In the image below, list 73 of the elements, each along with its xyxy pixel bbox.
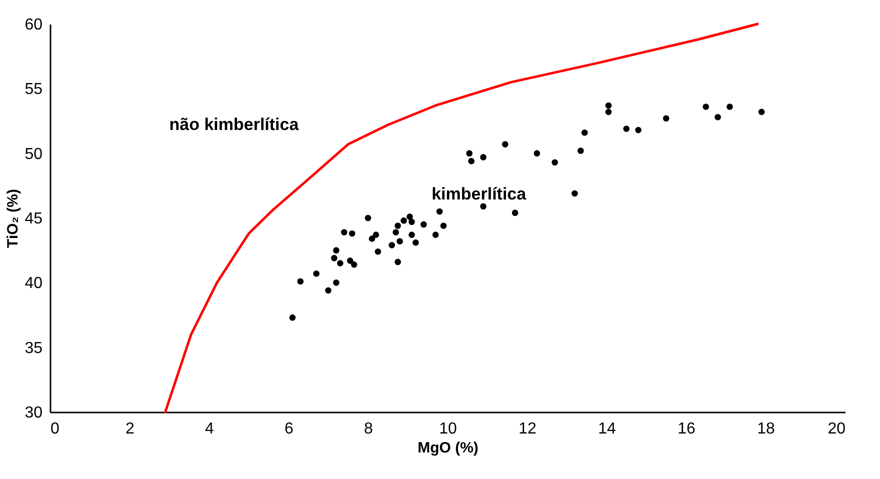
point (408, 232, 415, 238)
point (392, 229, 399, 236)
x-tick-label: 2 (126, 420, 135, 438)
point (578, 148, 584, 154)
point (480, 203, 486, 210)
point (333, 280, 340, 286)
point (635, 126, 642, 134)
point (394, 222, 401, 229)
y-tick-label: 60 (24, 16, 43, 34)
y-tick-label: 50 (24, 146, 43, 163)
x-tick-label: 8 (364, 420, 374, 438)
x-axis-title: MgO (%) (418, 440, 478, 456)
y-tick-label: 45 (24, 210, 43, 228)
point (623, 126, 630, 132)
point (605, 108, 612, 116)
point (714, 114, 721, 120)
point (662, 115, 670, 122)
y-tick-label: 55 (24, 81, 43, 98)
point (289, 314, 296, 321)
point (396, 238, 403, 244)
point (348, 230, 356, 237)
point (534, 150, 540, 156)
point (605, 102, 612, 109)
y-tick-label: 35 (24, 340, 43, 357)
point (333, 247, 340, 254)
x-tick-label: 14 (598, 420, 616, 438)
point (432, 232, 439, 238)
x-tick-label: 6 (284, 420, 294, 438)
point (406, 214, 413, 220)
point (440, 222, 447, 229)
point (552, 159, 558, 166)
point (480, 154, 486, 160)
point (420, 221, 427, 228)
x-tick-label: 10 (439, 420, 457, 438)
annotation: não kimberlítica (169, 114, 300, 134)
x-tick-label: 18 (757, 420, 775, 438)
point (346, 258, 354, 264)
point (372, 232, 380, 238)
point (512, 210, 518, 216)
y-tick-label: 40 (24, 275, 43, 292)
point (340, 229, 348, 236)
point (400, 217, 407, 224)
point (337, 260, 344, 266)
y-tick-label: 30 (24, 404, 43, 422)
point (374, 248, 382, 255)
point (466, 150, 473, 156)
x-tick-label: 16 (678, 420, 696, 438)
point (297, 278, 304, 285)
x-tick-label: 12 (518, 420, 536, 438)
point (364, 214, 372, 222)
annotation: kimberlítica (432, 184, 527, 204)
line-series (164, 22, 759, 414)
point (502, 141, 508, 148)
x-tick-label: 4 (205, 420, 214, 438)
point (758, 108, 765, 116)
point (468, 158, 475, 164)
point (388, 242, 396, 248)
x-tick-label: 20 (828, 420, 846, 438)
point (394, 258, 401, 266)
point (572, 190, 578, 197)
point (726, 104, 733, 110)
point (436, 208, 443, 215)
y-axis-title: TiO₂ (%) (4, 189, 22, 248)
point (412, 239, 419, 246)
point (581, 129, 588, 136)
point (325, 287, 332, 294)
point (331, 254, 338, 262)
point (350, 261, 358, 268)
point (408, 218, 415, 226)
point (368, 236, 376, 242)
x-tick-label: 0 (50, 420, 60, 438)
point (313, 270, 320, 277)
point (702, 104, 710, 110)
